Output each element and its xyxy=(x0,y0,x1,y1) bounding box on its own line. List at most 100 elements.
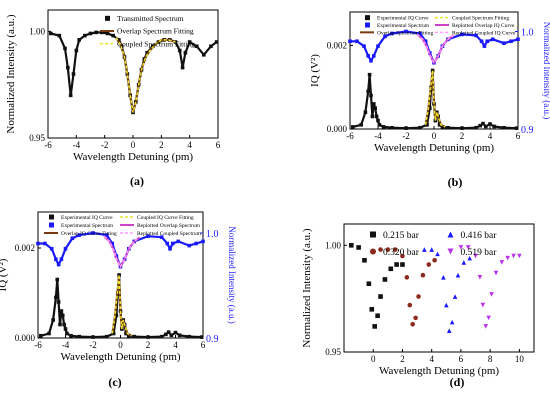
data-point xyxy=(378,247,383,252)
data-point xyxy=(467,255,472,261)
data-point xyxy=(369,307,375,312)
data-point xyxy=(56,300,61,304)
data-point xyxy=(366,54,370,58)
series-6 xyxy=(103,235,141,269)
data-point xyxy=(49,31,53,36)
data-point xyxy=(111,33,115,38)
y2-tick-label: 0.9 xyxy=(206,334,219,345)
chart-panel-4: 0 2 4 6 8 10 0.95 1.00 Wavelength Detuning (pm) N… xyxy=(301,223,535,389)
data-point xyxy=(194,241,198,246)
y-tick-label: 0.000 xyxy=(15,333,36,343)
data-point xyxy=(420,272,426,278)
data-point xyxy=(202,53,206,57)
data-point xyxy=(214,40,219,44)
data-point xyxy=(481,121,485,126)
data-point xyxy=(356,245,361,250)
data-point xyxy=(449,319,455,325)
data-point xyxy=(446,328,452,333)
legend-label: Replotted Overlap IQ Curve xyxy=(452,23,515,29)
data-point xyxy=(404,275,410,280)
data-point xyxy=(416,294,421,299)
y-tick-label: 1.00 xyxy=(325,240,341,250)
legend-swatch xyxy=(49,214,54,220)
legend-swatch xyxy=(370,231,376,238)
legend-label: Experimental IQ Curve xyxy=(377,16,429,22)
data-point xyxy=(375,313,380,319)
data-point xyxy=(390,31,394,36)
data-point xyxy=(407,302,413,308)
data-point xyxy=(187,334,192,339)
data-point xyxy=(486,315,491,321)
data-point xyxy=(146,335,150,339)
y2-tick-label: 1.0 xyxy=(521,28,534,39)
data-point xyxy=(199,335,204,339)
legend-label: 0.416 bar xyxy=(461,231,498,241)
data-point xyxy=(385,247,391,252)
x-tick-label: -4 xyxy=(73,140,81,150)
y2-axis-label: Normalized Intensity (a.u.) xyxy=(227,226,237,323)
data-point xyxy=(58,322,62,327)
legend-swatch xyxy=(365,22,370,28)
x-tick-label: -6 xyxy=(34,340,42,350)
data-point xyxy=(383,34,387,39)
data-point xyxy=(124,331,128,336)
x-axis-label: Wavelength Detuning (pm) xyxy=(374,142,494,154)
chart-panel-3: -6 -4 -2 0 2 4 6 0.000 0.002 0.9 1.0 Normalized Int… xyxy=(0,211,237,389)
chart-panel-2: -6 -4 -2 0 2 4 6 0.000 0.002 0.9 1.0 Normalized Int… xyxy=(309,11,550,189)
x-tick-label: 2 xyxy=(460,131,465,141)
y2-tick-label: 1.0 xyxy=(206,229,219,240)
data-point xyxy=(435,251,440,257)
data-point xyxy=(484,124,488,129)
data-point xyxy=(362,257,367,263)
series-4 xyxy=(458,245,522,329)
x-tick-label: -2 xyxy=(89,340,97,350)
data-point xyxy=(489,292,494,297)
data-point xyxy=(440,125,445,129)
data-point xyxy=(104,334,109,339)
data-point xyxy=(392,247,398,252)
data-point xyxy=(187,40,192,44)
data-point xyxy=(400,262,405,267)
series-line xyxy=(103,235,141,269)
data-point xyxy=(209,44,213,49)
y-tick-label: 0.000 xyxy=(327,124,348,134)
x-tick-label: -2 xyxy=(101,140,109,150)
data-point xyxy=(91,231,95,235)
data-point xyxy=(381,125,386,129)
data-point xyxy=(382,277,388,282)
legend-swatch xyxy=(105,15,110,21)
legend: Transmitted Spectrum Overlap Spectrum Fit… xyxy=(100,14,195,48)
data-point xyxy=(517,253,522,259)
series-6 xyxy=(416,33,455,65)
legend-label: Experimental Spectrum xyxy=(377,23,430,29)
data-point xyxy=(359,123,363,127)
legend-label: Replotted Overlap Spectrum xyxy=(137,223,201,229)
data-point xyxy=(169,333,174,338)
data-point xyxy=(59,257,64,262)
data-point xyxy=(482,44,487,48)
x-tick-label: 4 xyxy=(187,140,192,150)
data-point xyxy=(404,126,408,130)
x-tick-label: 0 xyxy=(432,131,437,141)
data-point xyxy=(110,241,115,246)
data-point xyxy=(374,114,379,119)
x-axis-label: Wavelength Detuning (pm) xyxy=(73,151,193,163)
data-point xyxy=(474,125,478,130)
data-point xyxy=(56,262,61,267)
y-tick-label: 0.95 xyxy=(29,133,45,143)
data-point xyxy=(377,123,382,127)
data-point xyxy=(418,125,422,130)
data-point xyxy=(47,331,51,336)
data-point xyxy=(425,123,429,127)
data-point xyxy=(51,318,55,322)
data-point xyxy=(63,46,67,51)
data-point xyxy=(100,30,104,35)
data-point xyxy=(372,102,376,106)
data-point xyxy=(369,93,373,98)
data-point xyxy=(460,32,464,37)
data-point xyxy=(422,247,427,252)
legend: 0.215 bar 0.320 bar 0.416 bar 0.519 bar xyxy=(370,231,497,258)
y2-axis-label: Normalized Intensity (a.u.) xyxy=(542,22,550,119)
y-axis-label: Normalized Intensity (a.u.) xyxy=(5,14,17,133)
